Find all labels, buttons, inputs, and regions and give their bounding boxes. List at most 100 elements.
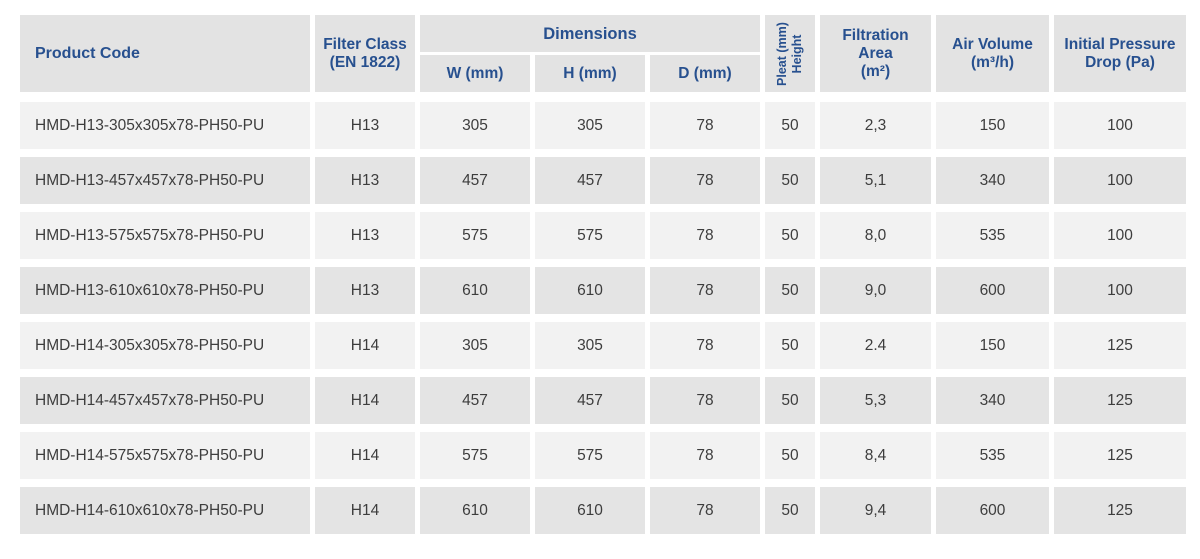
cell-air-volume: 150: [936, 102, 1049, 149]
header-dimensions-label: Dimensions: [543, 24, 637, 43]
table-row: HMD-H13-610x610x78-PH50-PU H13 610 610 7…: [20, 267, 1186, 314]
header-w-mm: W (mm): [420, 55, 530, 92]
cell-pleat-height: 50: [765, 157, 815, 204]
header-air-volume: Air Volume (m³/h): [936, 15, 1049, 92]
filter-spec-table: Product Code Filter Class (EN 1822) Dime…: [20, 15, 1186, 534]
header-filter-class: Filter Class (EN 1822): [315, 15, 415, 92]
cell-product-code: HMD-H14-305x305x78-PH50-PU: [20, 322, 310, 369]
header-dimensions-group: Dimensions W (mm) H (mm) D (mm): [420, 15, 760, 92]
header-pleat-height-rotated-text: Pleat (mm) Height: [775, 22, 805, 86]
cell-filtration-area: 8,0: [820, 212, 931, 259]
table-row: HMD-H14-610x610x78-PH50-PU H14 610 610 7…: [20, 487, 1186, 534]
header-air-volume-line1: Air Volume: [952, 35, 1033, 53]
cell-pressure-drop: 100: [1054, 212, 1186, 259]
header-filtration-area: Filtration Area (m²): [820, 15, 931, 92]
cell-width: 575: [420, 212, 530, 259]
cell-width: 305: [420, 322, 530, 369]
cell-filtration-area: 5,1: [820, 157, 931, 204]
cell-filter-class: H13: [315, 212, 415, 259]
cell-filter-class: H14: [315, 487, 415, 534]
cell-product-code: HMD-H13-575x575x78-PH50-PU: [20, 212, 310, 259]
cell-filtration-area: 9,0: [820, 267, 931, 314]
header-dimensions: Dimensions: [420, 15, 760, 52]
cell-depth: 78: [650, 212, 760, 259]
cell-height: 610: [535, 487, 645, 534]
cell-filtration-area: 2.4: [820, 322, 931, 369]
cell-width: 610: [420, 487, 530, 534]
cell-filter-class: H13: [315, 267, 415, 314]
cell-filter-class: H14: [315, 377, 415, 424]
cell-depth: 78: [650, 377, 760, 424]
cell-filtration-area: 8,4: [820, 432, 931, 479]
table-row: HMD-H13-305x305x78-PH50-PU H13 305 305 7…: [20, 102, 1186, 149]
cell-width: 457: [420, 157, 530, 204]
header-h-mm-label: H (mm): [563, 64, 617, 82]
cell-pressure-drop: 125: [1054, 377, 1186, 424]
cell-air-volume: 535: [936, 432, 1049, 479]
header-filtration-line3: (m²): [860, 62, 891, 80]
cell-pressure-drop: 100: [1054, 102, 1186, 149]
cell-depth: 78: [650, 432, 760, 479]
header-product-code-label: Product Code: [35, 44, 140, 62]
cell-pleat-height: 50: [765, 212, 815, 259]
cell-depth: 78: [650, 157, 760, 204]
cell-product-code: HMD-H14-575x575x78-PH50-PU: [20, 432, 310, 479]
cell-filtration-area: 5,3: [820, 377, 931, 424]
header-w-mm-label: W (mm): [446, 64, 504, 82]
cell-width: 575: [420, 432, 530, 479]
cell-filter-class: H14: [315, 432, 415, 479]
cell-width: 457: [420, 377, 530, 424]
cell-depth: 78: [650, 487, 760, 534]
cell-air-volume: 535: [936, 212, 1049, 259]
header-filter-class-line1: Filter Class: [323, 35, 407, 53]
header-pleat-line1: Pleat (mm): [775, 21, 789, 86]
cell-pleat-height: 50: [765, 102, 815, 149]
cell-pleat-height: 50: [765, 487, 815, 534]
table-row: HMD-H14-457x457x78-PH50-PU H14 457 457 7…: [20, 377, 1186, 424]
cell-air-volume: 150: [936, 322, 1049, 369]
header-pressure-line1: Initial Pressure: [1064, 35, 1176, 53]
cell-pleat-height: 50: [765, 267, 815, 314]
cell-height: 457: [535, 157, 645, 204]
cell-air-volume: 600: [936, 267, 1049, 314]
header-h-mm: H (mm): [535, 55, 645, 92]
cell-air-volume: 340: [936, 157, 1049, 204]
cell-height: 305: [535, 322, 645, 369]
cell-product-code: HMD-H13-610x610x78-PH50-PU: [20, 267, 310, 314]
table-row: HMD-H13-457x457x78-PH50-PU H13 457 457 7…: [20, 157, 1186, 204]
cell-product-code: HMD-H13-457x457x78-PH50-PU: [20, 157, 310, 204]
cell-product-code: HMD-H14-457x457x78-PH50-PU: [20, 377, 310, 424]
header-air-volume-line2: (m³/h): [970, 53, 1015, 71]
header-pressure-line2: Drop (Pa): [1085, 53, 1155, 71]
table-header: Product Code Filter Class (EN 1822) Dime…: [20, 15, 1186, 92]
header-d-mm: D (mm): [650, 55, 760, 92]
cell-width: 610: [420, 267, 530, 314]
cell-height: 575: [535, 212, 645, 259]
header-filter-class-line2: (EN 1822): [329, 53, 401, 71]
cell-height: 457: [535, 377, 645, 424]
table-body: HMD-H13-305x305x78-PH50-PU H13 305 305 7…: [20, 102, 1186, 534]
cell-pressure-drop: 125: [1054, 432, 1186, 479]
cell-depth: 78: [650, 322, 760, 369]
cell-depth: 78: [650, 267, 760, 314]
header-filtration-line1: Filtration: [842, 26, 909, 44]
cell-pleat-height: 50: [765, 432, 815, 479]
header-initial-pressure-drop: Initial Pressure Drop (Pa): [1054, 15, 1186, 92]
table-row: HMD-H13-575x575x78-PH50-PU H13 575 575 7…: [20, 212, 1186, 259]
cell-product-code: HMD-H14-610x610x78-PH50-PU: [20, 487, 310, 534]
cell-height: 610: [535, 267, 645, 314]
cell-pressure-drop: 100: [1054, 157, 1186, 204]
header-filtration-line2: Area: [858, 44, 893, 62]
cell-height: 575: [535, 432, 645, 479]
cell-pressure-drop: 125: [1054, 322, 1186, 369]
cell-depth: 78: [650, 102, 760, 149]
cell-pressure-drop: 100: [1054, 267, 1186, 314]
header-product-code: Product Code: [20, 15, 310, 92]
cell-pleat-height: 50: [765, 377, 815, 424]
header-pleat-height: Pleat (mm) Height: [765, 15, 815, 92]
cell-filter-class: H14: [315, 322, 415, 369]
header-pleat-line2: Height: [790, 34, 804, 73]
cell-air-volume: 600: [936, 487, 1049, 534]
cell-product-code: HMD-H13-305x305x78-PH50-PU: [20, 102, 310, 149]
table-row: HMD-H14-305x305x78-PH50-PU H14 305 305 7…: [20, 322, 1186, 369]
